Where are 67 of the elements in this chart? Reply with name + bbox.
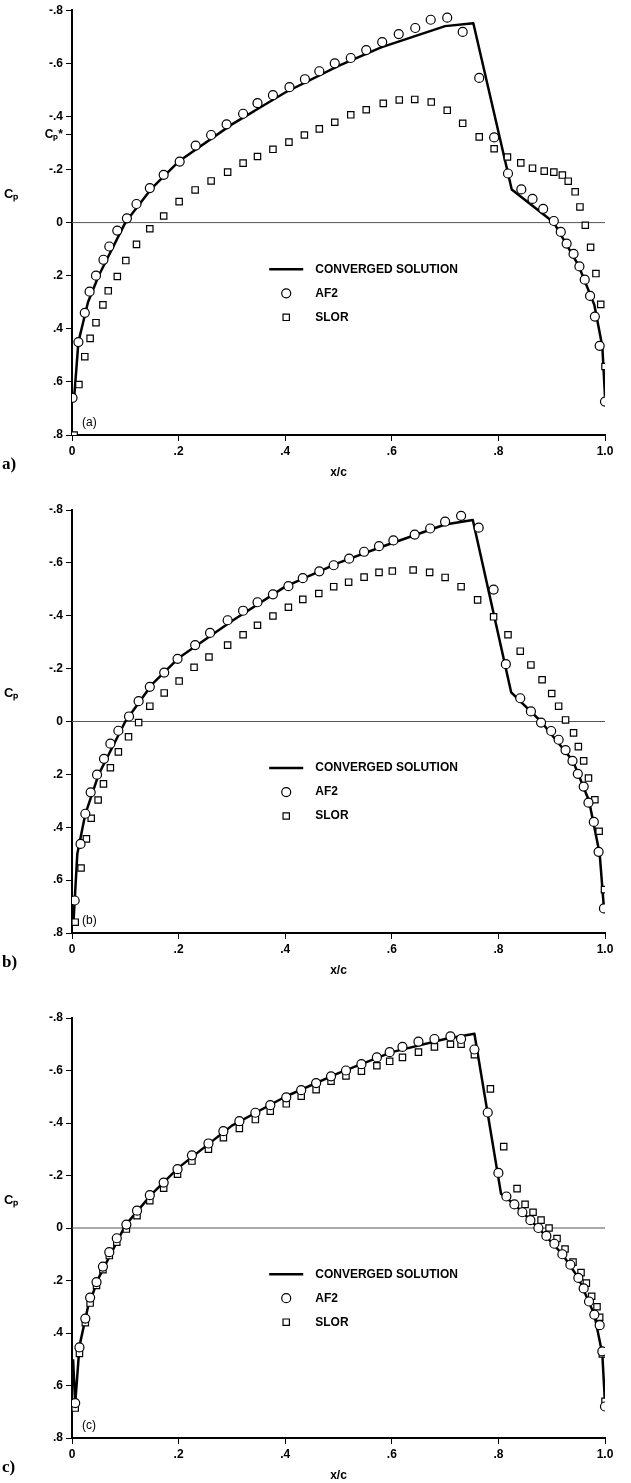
- x-tick-label: .6: [386, 443, 398, 458]
- y-tick-label: -.6: [48, 1062, 64, 1077]
- x-tick-label: 1.0: [596, 941, 614, 956]
- y-tick-label: .4: [52, 819, 64, 834]
- y-tick-label: .2: [52, 766, 64, 781]
- legend-label: AF2: [315, 784, 339, 799]
- y-tick-label: -.8: [48, 2, 64, 17]
- legend-label: CONVERGED SOLUTION: [315, 1266, 458, 1281]
- x-tick-label: 1.0: [596, 1446, 614, 1461]
- x-tick-label: 0: [68, 941, 76, 956]
- legend-label: SLOR: [315, 808, 349, 823]
- y-axis-title: Cₚ: [4, 685, 19, 702]
- y-tick-label: .8: [52, 925, 64, 940]
- y-tick-label: -.4: [48, 108, 64, 123]
- y-axis-title: Cₚ: [4, 186, 19, 203]
- legend-label: CONVERGED SOLUTION: [315, 261, 458, 276]
- x-tick-label: 0: [68, 1446, 76, 1461]
- x-tick-label: .8: [493, 1446, 504, 1461]
- y-tick-label: .6: [52, 872, 64, 887]
- y-tick-label: .2: [52, 268, 64, 283]
- y-tick-label: .6: [52, 1377, 64, 1392]
- x-tick-label: .2: [173, 941, 184, 956]
- y-tick-label: 0: [56, 1220, 64, 1235]
- x-tick-label: .8: [493, 941, 504, 956]
- y-tick-label: .6: [52, 374, 64, 389]
- y-tick-label: .2: [52, 1272, 64, 1287]
- text: c): [2, 1456, 16, 1476]
- x-tick-label: 1.0: [596, 443, 614, 458]
- y-tick-label: -.2: [48, 161, 64, 176]
- legend-label: SLOR: [315, 309, 349, 324]
- y-tick-label: .4: [52, 1325, 64, 1340]
- legend-label: CONVERGED SOLUTION: [315, 760, 458, 775]
- y-tick-label: -.2: [48, 1167, 64, 1182]
- y-tick-label: 0: [56, 214, 64, 229]
- y-tick-label: -.4: [48, 1115, 64, 1130]
- y-tick-label: -.8: [48, 502, 64, 517]
- y-tick-label: Cₚ*: [44, 127, 64, 143]
- annotation: (c): [82, 1418, 96, 1433]
- x-tick-label: .6: [386, 1446, 398, 1461]
- y-tick-label: -.4: [48, 608, 64, 623]
- annotation: (b): [82, 913, 97, 928]
- y-tick-label: -.6: [48, 555, 64, 570]
- x-axis-title: x/c: [330, 963, 348, 978]
- text: a): [2, 453, 17, 473]
- x-tick-label: .4: [280, 941, 291, 956]
- y-tick-label: -.6: [48, 55, 64, 70]
- x-tick-label: .2: [173, 443, 184, 458]
- x-tick-label: .8: [493, 443, 504, 458]
- legend-label: SLOR: [315, 1314, 349, 1329]
- text: b): [2, 951, 18, 971]
- legend-label: AF2: [315, 285, 339, 300]
- x-tick-label: .6: [386, 941, 398, 956]
- annotation: (a): [82, 415, 97, 430]
- legend-label: AF2: [315, 1290, 339, 1305]
- x-tick-label: .2: [173, 1446, 184, 1461]
- x-tick-label: .4: [280, 443, 291, 458]
- y-tick-label: .8: [52, 427, 64, 442]
- x-tick-label: 0: [68, 443, 76, 458]
- y-tick-label: 0: [56, 713, 64, 728]
- y-tick-label: .8: [52, 1430, 64, 1445]
- x-axis-title: x/c: [330, 1468, 348, 1483]
- y-tick-label: -.8: [48, 1010, 64, 1025]
- y-tick-label: -.2: [48, 660, 64, 675]
- y-tick-label: .4: [52, 321, 64, 336]
- x-axis-title: x/c: [330, 465, 348, 480]
- x-tick-label: .4: [280, 1446, 291, 1461]
- y-axis-title: Cₚ: [4, 1191, 19, 1208]
